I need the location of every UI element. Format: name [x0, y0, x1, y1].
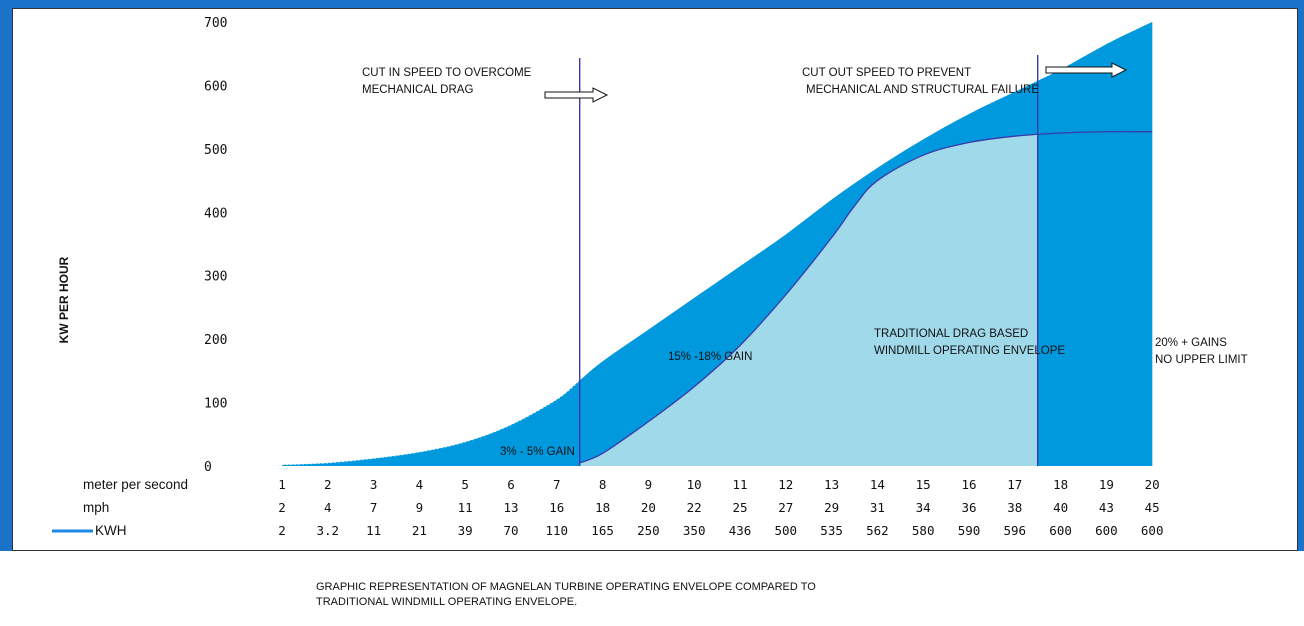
high-gain-label-line-1: 20% + GAINS: [1155, 337, 1227, 349]
table-cell-mps: 8: [599, 477, 607, 492]
table-cell-mps: 20: [1145, 477, 1160, 492]
background-right-border: [1298, 0, 1304, 626]
caption-line-2: TRADITIONAL WINDMILL OPERATING ENVELOPE.: [316, 596, 578, 608]
table-cell-mph: 27: [778, 500, 793, 515]
cut-in-annotation-line-2: MECHANICAL DRAG: [362, 84, 473, 96]
background-top-border: [0, 0, 1304, 8]
table-cell-mps: 2: [324, 477, 332, 492]
table-cell-kwh: 3.2: [317, 523, 340, 538]
table-cell-kwh: 535: [820, 523, 843, 538]
table-cell-mph: 29: [824, 500, 839, 515]
table-cell-kwh: 350: [683, 523, 706, 538]
y-tick-label: 100: [204, 397, 227, 412]
y-tick-label: 400: [204, 206, 227, 221]
traditional-label-line-2: WINDMILL OPERATING ENVELOPE: [874, 345, 1065, 357]
table-cell-mps: 12: [778, 477, 793, 492]
table-cell-mps: 14: [870, 477, 885, 492]
table-cell-mph: 38: [1007, 500, 1022, 515]
table-cell-kwh: 580: [912, 523, 935, 538]
table-cell-mph: 16: [549, 500, 564, 515]
table-cell-mph: 7: [370, 500, 378, 515]
cut-in-arrow-icon: [544, 87, 609, 103]
y-tick-label: 0: [204, 460, 212, 475]
caption-line-1: GRAPHIC REPRESENTATION OF MAGNELAN TURBI…: [316, 581, 816, 593]
row-label-kwh: KWH: [95, 523, 127, 538]
table-cell-mps: 7: [553, 477, 561, 492]
table-cell-mph: 40: [1053, 500, 1068, 515]
table-cell-mph: 34: [916, 500, 931, 515]
traditional-envelope-area: [579, 131, 1153, 467]
traditional-label-line-1: TRADITIONAL DRAG BASED: [874, 328, 1028, 340]
table-cell-kwh: 250: [637, 523, 660, 538]
table-cell-mps: 13: [824, 477, 839, 492]
table-cell-kwh: 39: [458, 523, 473, 538]
table-cell-kwh: 70: [503, 523, 518, 538]
table-cell-mph: 11: [458, 500, 473, 515]
table-cell-mps: 10: [687, 477, 702, 492]
table-cell-mps: 1: [278, 477, 286, 492]
table-cell-mph: 13: [503, 500, 518, 515]
low-gain-label: 3% - 5% GAIN: [500, 446, 575, 458]
table-cell-mps: 11: [732, 477, 747, 492]
table-cell-mph: 25: [732, 500, 747, 515]
table-cell-mps: 6: [507, 477, 515, 492]
y-tick-label: 700: [204, 16, 227, 31]
table-cell-mph: 43: [1099, 500, 1114, 515]
table-cell-mph: 22: [687, 500, 702, 515]
table-cell-kwh: 562: [866, 523, 889, 538]
table-cell-mph: 20: [641, 500, 656, 515]
table-cell-kwh: 600: [1095, 523, 1118, 538]
table-cell-kwh: 11: [366, 523, 381, 538]
table-cell-kwh: 110: [546, 523, 569, 538]
y-tick-label: 500: [204, 143, 227, 158]
table-cell-kwh: 600: [1049, 523, 1072, 538]
chart-caption: GRAPHIC REPRESENTATION OF MAGNELAN TURBI…: [316, 580, 1036, 610]
table-cell-mps: 18: [1053, 477, 1068, 492]
table-cell-mps: 4: [416, 477, 424, 492]
table-cell-kwh: 600: [1141, 523, 1164, 538]
table-cell-kwh: 596: [1004, 523, 1027, 538]
table-cell-kwh: 500: [775, 523, 798, 538]
cut-out-annotation-line-1: CUT OUT SPEED TO PREVENT: [802, 67, 971, 79]
y-tick-label: 600: [204, 79, 227, 94]
table-cell-mph: 4: [324, 500, 332, 515]
table-cell-kwh: 436: [729, 523, 752, 538]
table-cell-kwh: 165: [591, 523, 614, 538]
cut-in-annotation-line-1: CUT IN SPEED TO OVERCOME: [362, 67, 532, 79]
caption-area: [0, 551, 1304, 626]
table-cell-mps: 17: [1007, 477, 1022, 492]
table-cell-mph: 31: [870, 500, 885, 515]
mid-gain-label: 15% -18% GAIN: [668, 351, 752, 363]
y-axis-label: KW PER HOUR: [57, 256, 71, 343]
table-cell-mps: 5: [461, 477, 469, 492]
cut-out-annotation-line-2: MECHANICAL AND STRUCTURAL FAILURE: [806, 84, 1039, 96]
table-cell-mps: 16: [961, 477, 976, 492]
y-tick-label: 200: [204, 333, 227, 348]
table-cell-kwh: 2: [278, 523, 286, 538]
low-curve-edge: [281, 379, 581, 466]
background-left-border: [0, 0, 14, 626]
table-cell-mph: 9: [416, 500, 424, 515]
row-label-mps: meter per second: [83, 477, 188, 492]
table-cell-mph: 18: [595, 500, 610, 515]
table-cell-mph: 45: [1145, 500, 1160, 515]
high-gain-label-line-2: NO UPPER LIMIT: [1155, 354, 1248, 366]
table-cell-mps: 9: [645, 477, 653, 492]
table-cell-mps: 3: [370, 477, 378, 492]
row-label-mph: mph: [83, 500, 109, 515]
table-cell-kwh: 590: [958, 523, 981, 538]
table-cell-mps: 19: [1099, 477, 1114, 492]
cut-out-arrow-icon: [1045, 62, 1128, 78]
table-cell-kwh: 21: [412, 523, 427, 538]
table-cell-mph: 36: [961, 500, 976, 515]
y-tick-label: 300: [204, 270, 227, 285]
table-cell-mph: 2: [278, 500, 286, 515]
traditional-envelope-line: [579, 130, 1153, 464]
table-cell-mps: 15: [916, 477, 931, 492]
